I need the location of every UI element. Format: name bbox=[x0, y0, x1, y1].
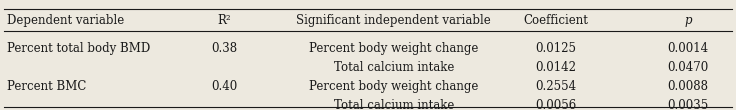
Text: 0.0035: 0.0035 bbox=[668, 99, 709, 110]
Text: Total calcium intake: Total calcium intake bbox=[333, 99, 454, 110]
Text: 0.0470: 0.0470 bbox=[668, 61, 709, 74]
Text: 0.2554: 0.2554 bbox=[535, 80, 576, 93]
Text: Dependent variable: Dependent variable bbox=[7, 14, 124, 27]
Text: 0.38: 0.38 bbox=[211, 42, 238, 55]
Text: 0.0125: 0.0125 bbox=[535, 42, 576, 55]
Text: p: p bbox=[684, 14, 692, 27]
Text: 0.0088: 0.0088 bbox=[668, 80, 709, 93]
Text: Total calcium intake: Total calcium intake bbox=[333, 61, 454, 74]
Text: Percent body weight change: Percent body weight change bbox=[309, 80, 478, 93]
Text: Percent body weight change: Percent body weight change bbox=[309, 42, 478, 55]
Text: 0.0142: 0.0142 bbox=[535, 61, 576, 74]
Text: 0.40: 0.40 bbox=[211, 80, 238, 93]
Text: Significant independent variable: Significant independent variable bbox=[297, 14, 491, 27]
Text: R²: R² bbox=[218, 14, 231, 27]
Text: 0.0056: 0.0056 bbox=[535, 99, 576, 110]
Text: Percent BMC: Percent BMC bbox=[7, 80, 87, 93]
Text: Percent total body BMD: Percent total body BMD bbox=[7, 42, 151, 55]
Text: Coefficient: Coefficient bbox=[523, 14, 588, 27]
Text: 0.0014: 0.0014 bbox=[668, 42, 709, 55]
